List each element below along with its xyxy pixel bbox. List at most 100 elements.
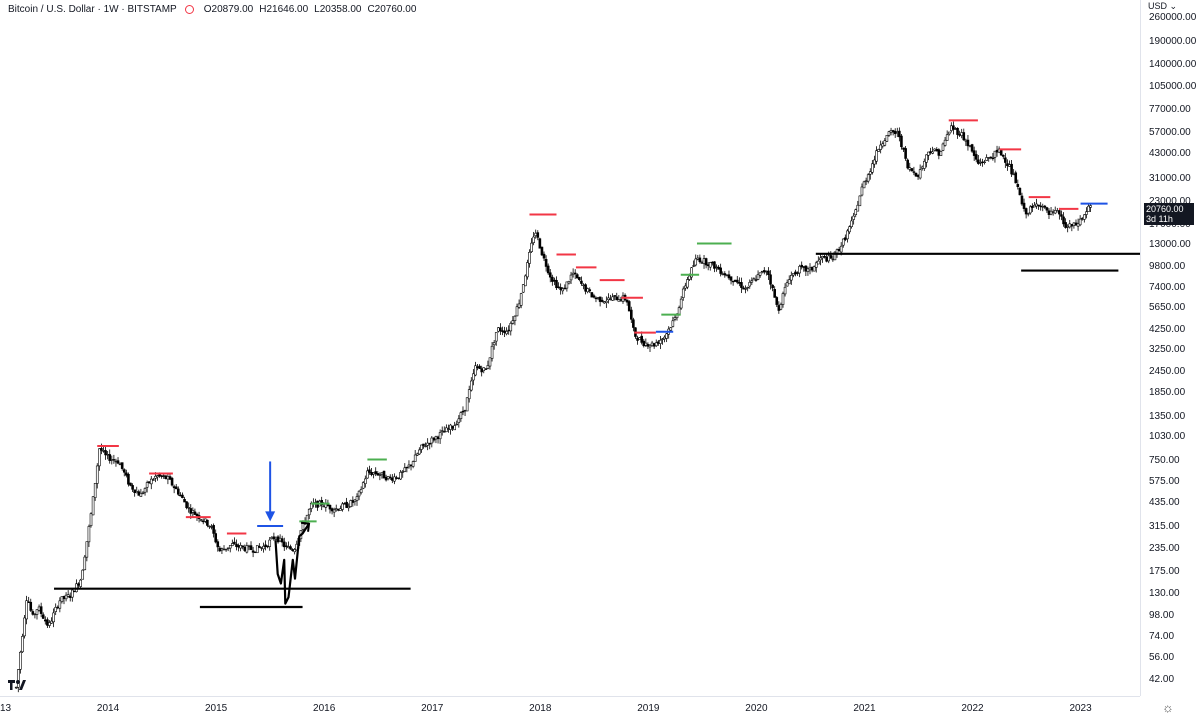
candle-up xyxy=(673,317,677,320)
candle-down xyxy=(1001,154,1005,157)
candle-down xyxy=(540,246,544,256)
candle-up xyxy=(459,412,463,420)
candle-up xyxy=(81,569,85,580)
candle-down xyxy=(133,489,136,493)
candle-up xyxy=(445,427,448,433)
candle-down xyxy=(916,175,920,177)
candle-up xyxy=(744,288,747,290)
candle-up xyxy=(528,251,531,264)
price-axis[interactable]: 260000.00 190000.00 140000.00 105000.00 7700… xyxy=(1140,0,1200,696)
candle-down xyxy=(370,471,373,476)
candle-up xyxy=(750,280,754,283)
candle-up xyxy=(278,537,282,542)
candle-up xyxy=(908,167,912,170)
candle-up xyxy=(854,209,858,216)
price-tick-label: 260000.00 xyxy=(1149,12,1197,24)
candle-up xyxy=(135,491,139,494)
candle-up xyxy=(497,327,500,332)
candle-down xyxy=(29,601,33,611)
candle-down xyxy=(619,299,623,301)
symbol-title[interactable]: Bitcoin / U.S. Dollar · 1W · BITSTAMP xyxy=(8,4,177,15)
candle-down xyxy=(237,545,240,548)
candle-down xyxy=(615,296,619,301)
candle-up xyxy=(1041,206,1045,208)
candle-down xyxy=(989,156,993,159)
currency-selector[interactable]: USD ⌄ xyxy=(1148,1,1177,12)
gear-icon[interactable]: ☼ xyxy=(1162,700,1174,715)
candle-down xyxy=(337,508,340,511)
candle-down xyxy=(374,471,378,475)
candle-down xyxy=(253,551,257,553)
candle-down xyxy=(285,545,288,547)
candle-up xyxy=(939,151,943,156)
candle-up xyxy=(923,161,926,169)
candle-up xyxy=(35,609,39,615)
candle-down xyxy=(929,151,932,153)
candle-down xyxy=(646,344,650,347)
candle-up xyxy=(1072,222,1076,226)
candle-up xyxy=(418,449,421,455)
candle-down xyxy=(717,266,720,270)
price-chart-svg[interactable] xyxy=(0,0,1140,696)
time-axis[interactable]: 2013 2014 2015 2016 2017 2018 2019 2020 2021 2022… xyxy=(0,696,1140,720)
candle-up xyxy=(983,161,986,163)
candle-up xyxy=(920,166,924,169)
candle-up xyxy=(114,460,118,463)
candle-up xyxy=(415,453,419,456)
candle-up xyxy=(785,282,789,287)
time-tick-label: 2018 xyxy=(529,703,552,714)
candle-up xyxy=(661,338,664,340)
candle-down xyxy=(428,442,432,445)
candle-up xyxy=(486,365,490,369)
candle-down xyxy=(480,368,483,373)
candle-up xyxy=(812,266,816,272)
candle-down xyxy=(553,279,556,282)
candle-down xyxy=(592,295,596,298)
candle-up xyxy=(509,323,513,332)
candle-down xyxy=(563,287,567,290)
candle-down xyxy=(966,139,970,147)
candle-up xyxy=(378,474,382,476)
price-tick-label: 235.00 xyxy=(1149,543,1180,555)
candle-up xyxy=(270,537,274,539)
candle-up xyxy=(66,594,70,597)
tradingview-logo-icon[interactable] xyxy=(8,679,26,691)
candle-down xyxy=(1043,205,1047,208)
candle-down xyxy=(395,477,398,479)
candle-down xyxy=(1016,184,1020,188)
candle-down xyxy=(1014,172,1018,184)
candle-up xyxy=(228,545,232,549)
candle-up xyxy=(413,454,417,462)
candle-down xyxy=(343,503,346,505)
candle-up xyxy=(918,169,922,179)
candle-up xyxy=(411,461,415,467)
candle-up xyxy=(1008,164,1011,167)
candle-up xyxy=(609,298,612,301)
candle-down xyxy=(962,132,966,141)
price-tick-label: 2450.00 xyxy=(1149,365,1186,377)
candle-up xyxy=(1026,213,1030,215)
candle-down xyxy=(559,287,562,290)
candle-down xyxy=(590,292,594,298)
candle-down xyxy=(189,508,193,514)
candle-up xyxy=(322,505,326,508)
price-tick-label: 575.00 xyxy=(1149,475,1180,487)
candle-down xyxy=(503,330,506,334)
candle-down xyxy=(174,486,178,490)
candle-up xyxy=(1012,173,1015,176)
candle-down xyxy=(484,368,488,370)
candle-down xyxy=(122,469,126,473)
candle-up xyxy=(806,268,810,272)
high-value: H21646.00 xyxy=(259,4,309,15)
candle-up xyxy=(725,274,729,277)
candle-down xyxy=(264,544,267,547)
candle-up xyxy=(60,596,64,602)
drawn-path-line xyxy=(274,523,310,605)
candle-down xyxy=(172,486,176,489)
chart-area[interactable] xyxy=(0,0,1140,696)
candle-up xyxy=(210,526,213,528)
candle-up xyxy=(380,472,384,475)
time-tick-label: 2014 xyxy=(96,703,120,714)
candle-down xyxy=(181,494,184,499)
candle-down xyxy=(280,538,284,543)
